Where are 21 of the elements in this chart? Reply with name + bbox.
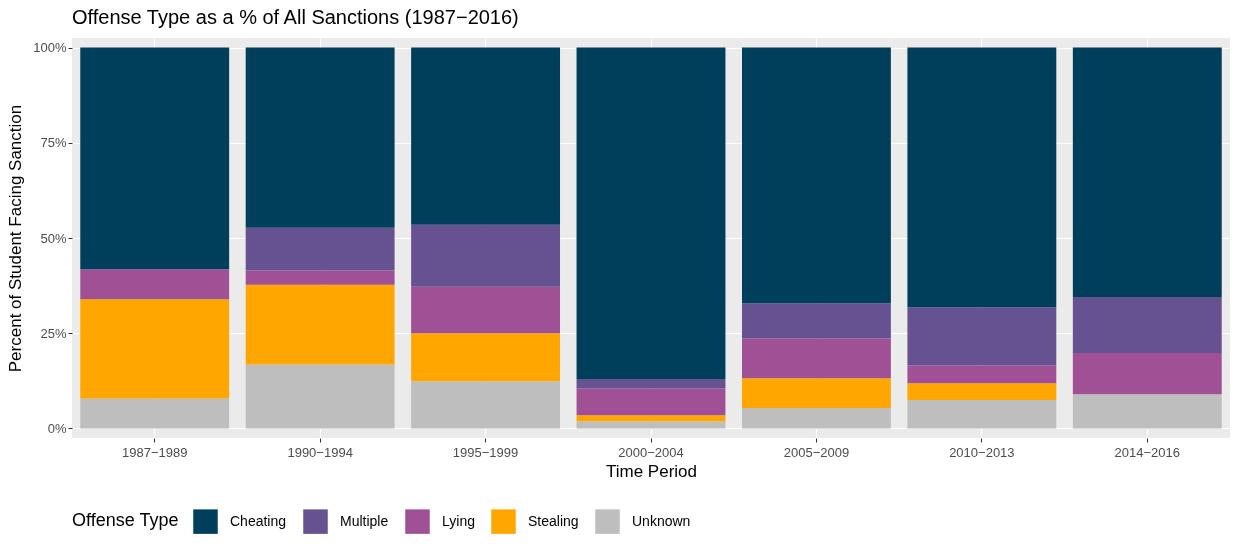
y-tick-label: 75% (40, 135, 67, 151)
y-tick-label: 0% (47, 420, 67, 436)
legend-title: Offense Type (72, 510, 179, 530)
x-tick-label: 2010−2013 (949, 444, 1015, 460)
chart-title: Offense Type as a % of All Sanctions (1987−2016) (72, 6, 519, 28)
y-axis-title: Percent of Student Facing Sanction (6, 104, 26, 373)
x-tick-label: 1995−1999 (452, 444, 519, 460)
x-axis-title: Time Period (605, 461, 698, 481)
legend-label: Unknown (632, 512, 691, 529)
x-tick-label: 1987−1989 (122, 444, 188, 460)
legend-label: Cheating (230, 512, 287, 529)
x-tick-label: 2014−2016 (1114, 444, 1180, 460)
x-tick-label: 2005−2009 (783, 444, 850, 460)
y-tick-label: 50% (40, 230, 67, 246)
x-tick-label: 1990−1994 (287, 444, 353, 460)
legend-label: Lying (442, 512, 475, 529)
legend-label: Stealing (528, 512, 579, 529)
x-tick-label: 2000−2004 (618, 444, 684, 460)
legend-label: Multiple (340, 512, 389, 529)
y-tick-label: 100% (33, 40, 67, 56)
y-tick-label: 25% (40, 325, 67, 341)
